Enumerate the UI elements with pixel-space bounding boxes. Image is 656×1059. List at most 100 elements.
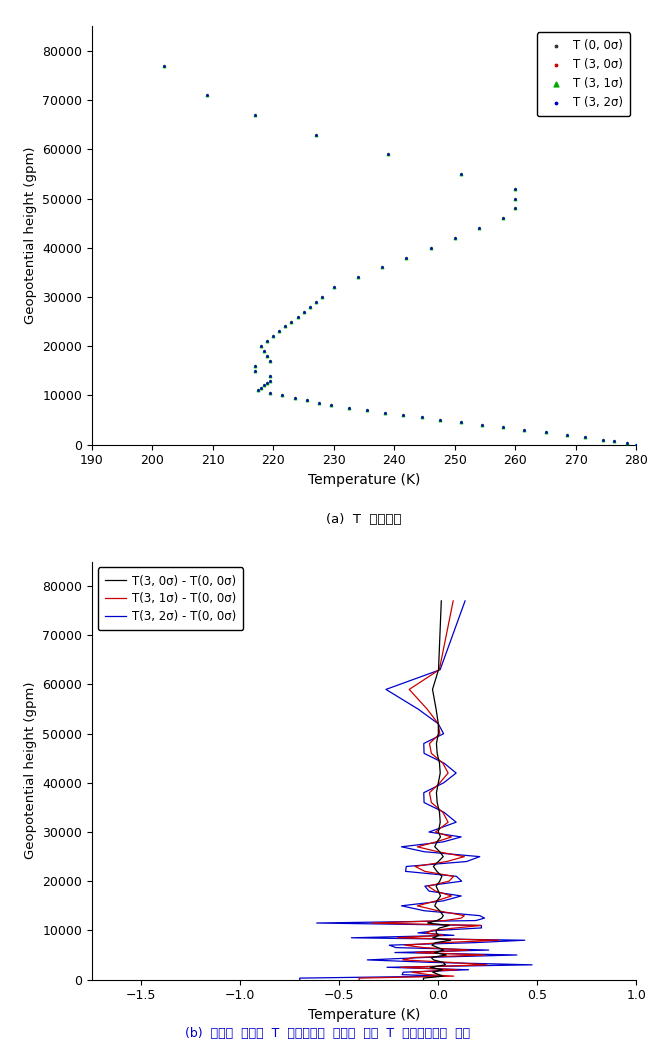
T (3, 0σ) bbox=[201, 87, 212, 104]
T (3, 1σ) bbox=[249, 362, 260, 379]
T (3, 2σ) bbox=[329, 279, 339, 295]
T (3, 2σ) bbox=[310, 293, 321, 310]
T (0, 0σ) bbox=[316, 288, 327, 305]
T (0, 0σ) bbox=[256, 338, 266, 355]
T (3, 0σ) bbox=[609, 432, 619, 449]
T (0, 0σ) bbox=[265, 353, 276, 370]
T(3, 1σ) - T(0, 0σ) bbox=[449, 594, 457, 607]
T (3, 1σ) bbox=[201, 87, 212, 104]
T (0, 0σ) bbox=[265, 384, 276, 401]
T (3, 1σ) bbox=[301, 392, 312, 409]
T (3, 0σ) bbox=[474, 219, 484, 236]
Legend: T(3, 0σ) - T(0, 0σ), T(3, 1σ) - T(0, 0σ), T(3, 2σ) - T(0, 0σ): T(3, 0σ) - T(0, 0σ), T(3, 1σ) - T(0, 0σ)… bbox=[98, 568, 243, 630]
T (0, 0σ) bbox=[510, 200, 521, 217]
T(3, 2σ) - T(0, 0σ) bbox=[461, 594, 469, 607]
T (3, 2σ) bbox=[201, 87, 212, 104]
T (3, 0σ) bbox=[310, 126, 321, 143]
T (3, 1σ) bbox=[598, 431, 608, 448]
T (3, 1σ) bbox=[510, 180, 521, 197]
T (3, 0σ) bbox=[580, 429, 590, 446]
T (3, 0σ) bbox=[256, 338, 266, 355]
T (3, 1σ) bbox=[401, 249, 412, 266]
T (3, 1σ) bbox=[250, 107, 260, 124]
T (3, 1σ) bbox=[510, 200, 521, 217]
T (0, 0σ) bbox=[310, 126, 321, 143]
T (0, 0σ) bbox=[262, 347, 272, 364]
T (3, 1σ) bbox=[562, 426, 572, 443]
T (3, 0σ) bbox=[265, 384, 276, 401]
T (3, 1σ) bbox=[298, 303, 309, 320]
T (3, 0σ) bbox=[383, 146, 394, 163]
T (0, 0σ) bbox=[277, 387, 287, 403]
T (3, 0σ) bbox=[598, 431, 608, 448]
T (3, 1σ) bbox=[631, 436, 642, 453]
T (3, 2σ) bbox=[265, 372, 276, 389]
T (3, 0σ) bbox=[310, 293, 321, 310]
T (0, 0σ) bbox=[362, 401, 373, 418]
T (3, 2σ) bbox=[380, 405, 390, 421]
T (3, 2σ) bbox=[265, 384, 276, 401]
T (0, 0σ) bbox=[201, 87, 212, 104]
T (0, 0σ) bbox=[425, 239, 436, 256]
T (3, 2σ) bbox=[274, 323, 285, 340]
T (0, 0σ) bbox=[510, 180, 521, 197]
T(3, 2σ) - T(0, 0σ) bbox=[420, 737, 428, 750]
T (0, 0σ) bbox=[310, 293, 321, 310]
T(3, 1σ) - T(0, 0σ) bbox=[438, 936, 445, 949]
T (3, 0σ) bbox=[262, 333, 272, 349]
T (3, 1σ) bbox=[262, 333, 272, 349]
T (3, 2σ) bbox=[249, 362, 260, 379]
T (3, 1σ) bbox=[456, 165, 466, 182]
T (3, 2σ) bbox=[353, 269, 363, 286]
T (0, 0σ) bbox=[474, 219, 484, 236]
T (3, 0σ) bbox=[329, 279, 339, 295]
T (3, 0σ) bbox=[541, 424, 551, 441]
T (3, 2σ) bbox=[280, 318, 291, 335]
Line: T(3, 2σ) - T(0, 0σ): T(3, 2σ) - T(0, 0σ) bbox=[300, 600, 532, 980]
T (3, 2σ) bbox=[580, 429, 590, 446]
T (3, 2σ) bbox=[256, 379, 266, 396]
T (3, 2σ) bbox=[510, 180, 521, 197]
T (3, 2σ) bbox=[277, 387, 287, 403]
T (3, 2σ) bbox=[265, 353, 276, 370]
Y-axis label: Geopotential height (gpm): Geopotential height (gpm) bbox=[24, 147, 37, 324]
T (3, 2σ) bbox=[449, 230, 460, 247]
T (3, 1σ) bbox=[316, 288, 327, 305]
T(3, 0σ) - T(0, 0σ) bbox=[420, 973, 428, 986]
T (3, 0σ) bbox=[401, 249, 412, 266]
T (3, 0σ) bbox=[274, 323, 285, 340]
T (3, 1σ) bbox=[510, 191, 521, 208]
T (0, 0σ) bbox=[449, 230, 460, 247]
T (3, 1σ) bbox=[259, 343, 270, 360]
Text: (a)  T  프로파일: (a) T 프로파일 bbox=[326, 514, 402, 526]
T (3, 0σ) bbox=[325, 397, 336, 414]
T(3, 0σ) - T(0, 0σ) bbox=[438, 964, 446, 976]
T (3, 1σ) bbox=[329, 279, 339, 295]
T (3, 0σ) bbox=[265, 367, 276, 384]
T (3, 2σ) bbox=[256, 338, 266, 355]
T (3, 0σ) bbox=[256, 379, 266, 396]
T (3, 2σ) bbox=[301, 392, 312, 409]
T (3, 2σ) bbox=[316, 288, 327, 305]
T (0, 0σ) bbox=[344, 399, 354, 416]
T (0, 0σ) bbox=[401, 249, 412, 266]
T (3, 2σ) bbox=[519, 421, 529, 438]
T(3, 1σ) - T(0, 0σ) bbox=[426, 737, 434, 750]
T (0, 0σ) bbox=[434, 412, 445, 429]
T (3, 2σ) bbox=[253, 382, 264, 399]
T (3, 0σ) bbox=[286, 313, 297, 330]
T (3, 1σ) bbox=[256, 379, 266, 396]
T (3, 2σ) bbox=[298, 303, 309, 320]
T (3, 0σ) bbox=[249, 357, 260, 374]
T (3, 0σ) bbox=[265, 372, 276, 389]
T (0, 0σ) bbox=[398, 407, 409, 424]
T (3, 2σ) bbox=[383, 146, 394, 163]
T (3, 0σ) bbox=[304, 299, 315, 316]
T(3, 1σ) - T(0, 0σ) bbox=[443, 624, 451, 636]
T (3, 0σ) bbox=[253, 382, 264, 399]
T (3, 1σ) bbox=[253, 382, 264, 399]
T (3, 0σ) bbox=[250, 107, 260, 124]
T (0, 0σ) bbox=[268, 328, 279, 345]
T(3, 2σ) - T(0, 0σ) bbox=[402, 860, 410, 873]
T (3, 0σ) bbox=[293, 308, 303, 325]
